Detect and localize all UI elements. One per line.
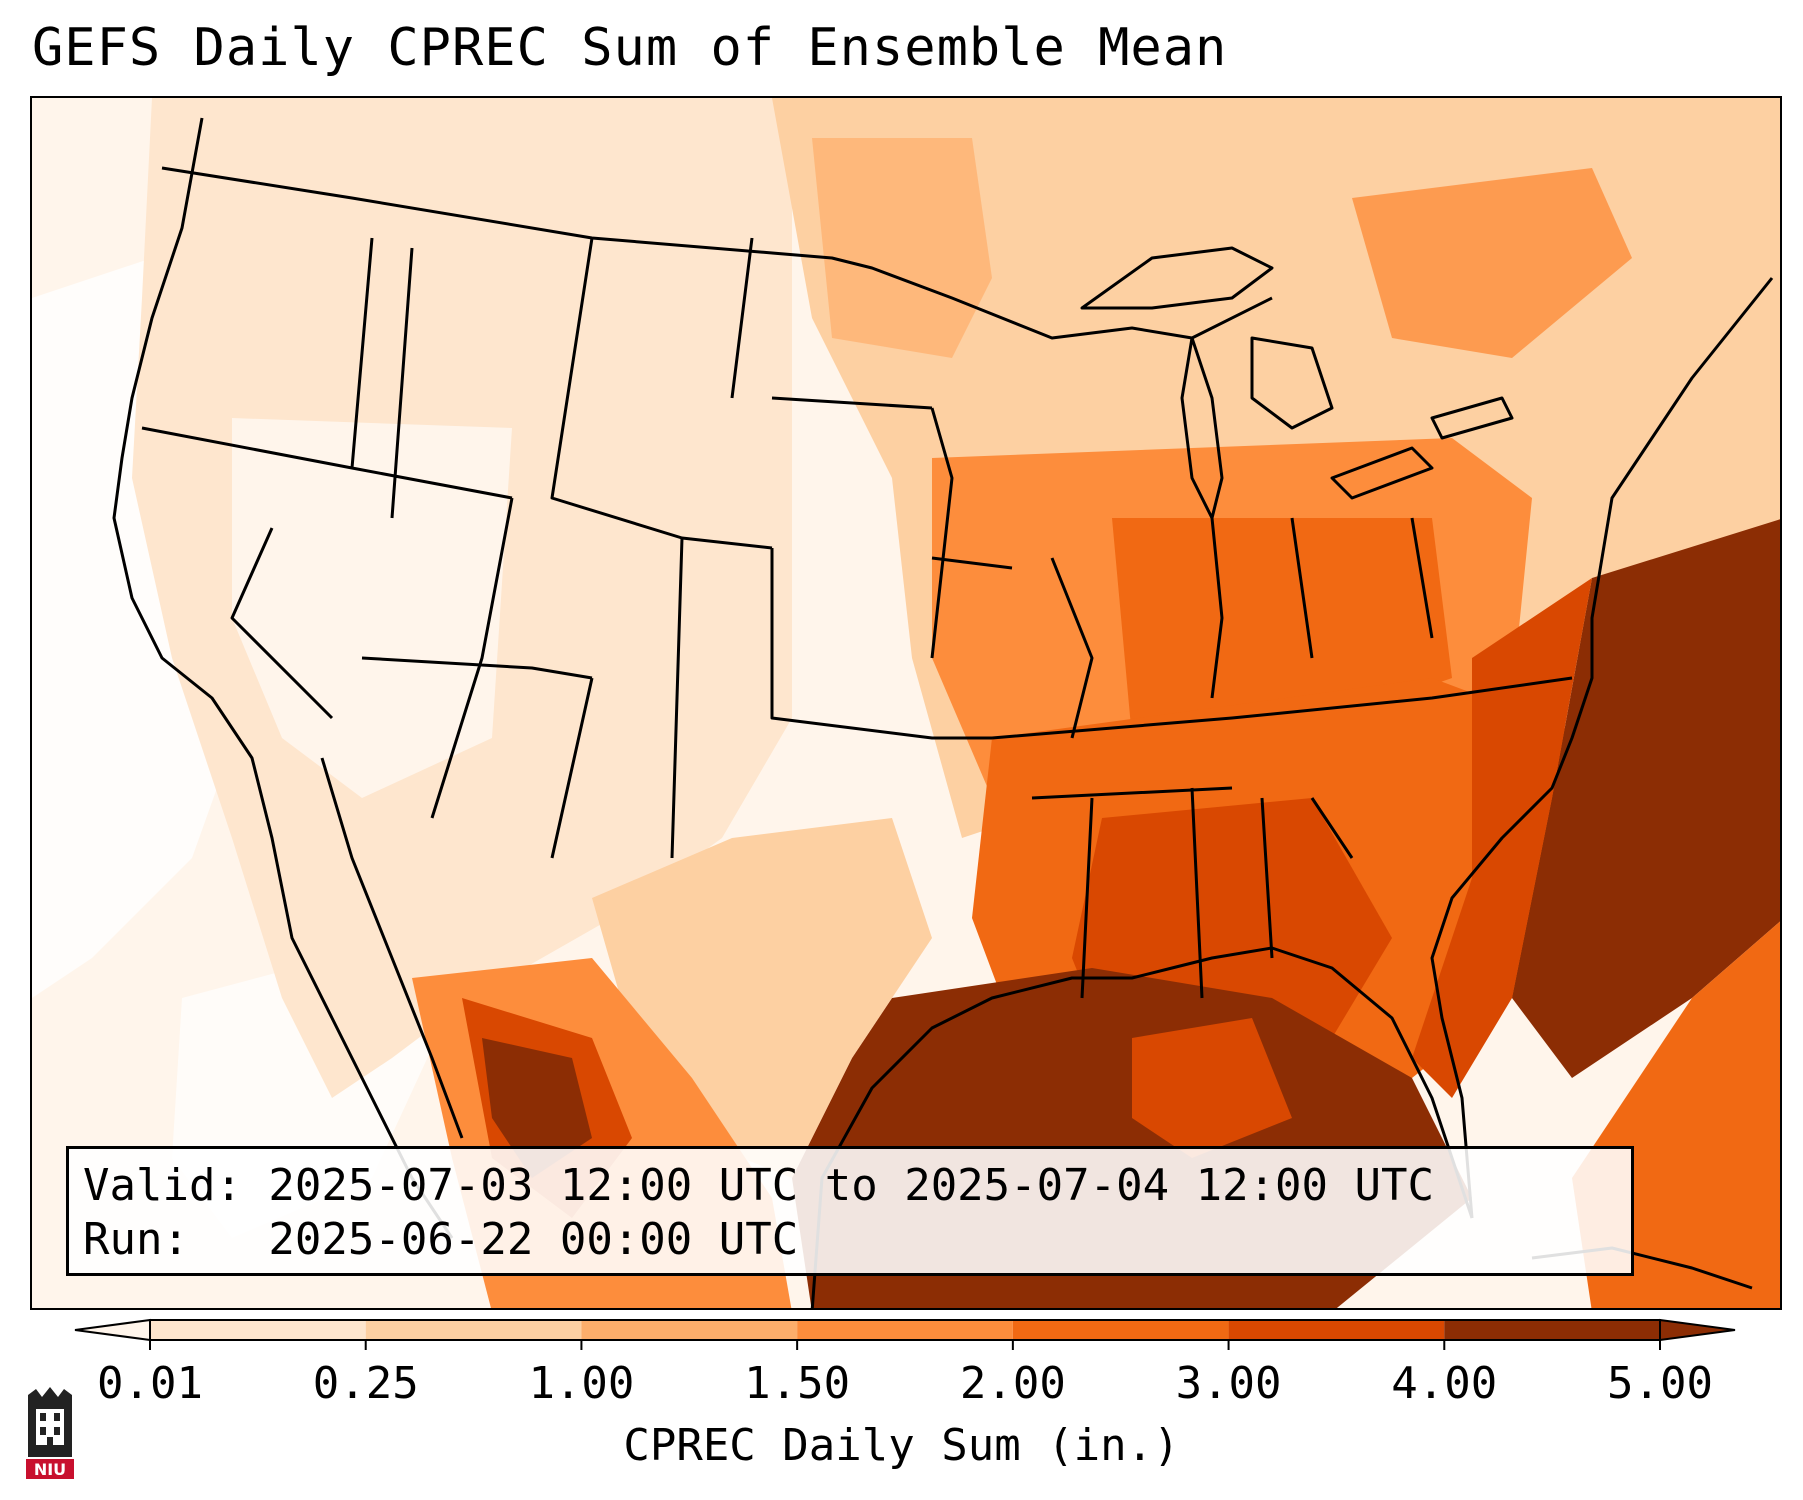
baja-coastline	[320, 757, 464, 1139]
atlantic-dark-band	[1512, 519, 1780, 1078]
pacific-white-patch	[32, 258, 242, 998]
gulf-orange-patch	[1132, 1018, 1292, 1158]
us-canada-border	[161, 166, 1273, 340]
run-time-line: Run: 2025-06-22 00:00 UTC	[83, 1214, 799, 1265]
state-lines-west	[141, 237, 684, 859]
colorbar-tick-label: 3.00	[1175, 1358, 1282, 1409]
colorbar-tick-label: 1.50	[744, 1358, 851, 1409]
validity-info-box: Valid: 2025-07-03 12:00 UTC to 2025-07-0…	[66, 1146, 1634, 1276]
colorbar-segment	[1012, 1320, 1229, 1340]
lake-ontario	[1430, 396, 1514, 440]
state-lines-central	[550, 237, 1013, 740]
colorbar-segment	[1228, 1320, 1445, 1340]
colorbar-segment	[150, 1320, 366, 1340]
colorbar-tick-label: 0.25	[312, 1358, 419, 1409]
colorbar-tick-label: 2.00	[959, 1358, 1066, 1409]
precipitation-map	[30, 96, 1782, 1310]
niu-logo: NIU	[26, 1387, 74, 1479]
colorbar-outline	[149, 1319, 1661, 1341]
colorbar-tick-label: 5.00	[1607, 1358, 1713, 1409]
lake-superior	[1080, 246, 1274, 310]
colorbar-label: CPREC Daily Sum (in.)	[623, 1420, 1180, 1471]
state-lines-east	[991, 517, 1573, 999]
valid-time-line: Valid: 2025-07-03 12:00 UTC to 2025-07-0…	[83, 1160, 1435, 1211]
colorbar-tick-label: 1.00	[528, 1358, 635, 1409]
mexico-darkest	[482, 1038, 592, 1178]
colorbar-tick-label: 0.01	[97, 1358, 203, 1409]
colorbar-tick-label: 4.00	[1391, 1358, 1498, 1409]
colorbar-extend-high	[1659, 1318, 1736, 1342]
dakotas-shade	[812, 138, 992, 358]
colorbar-segment	[1444, 1320, 1660, 1340]
colorbar-segment	[797, 1320, 1013, 1340]
colorbar-extend-low	[74, 1318, 151, 1342]
chart-title: GEFS Daily CPREC Sum of Ensemble Mean	[32, 18, 1228, 78]
colorbar	[74, 1318, 1736, 1350]
colorbar-segment	[581, 1320, 798, 1340]
lake-huron	[1250, 336, 1334, 430]
great-basin-shade	[232, 418, 512, 798]
colorbar-segment	[365, 1320, 582, 1340]
pacific-coastline	[112, 117, 454, 1239]
lake-erie	[1330, 446, 1434, 500]
niu-logo-text: NIU	[34, 1460, 66, 1479]
gulf-coastline	[810, 946, 1474, 1308]
atlantic-coastline	[1430, 277, 1774, 1219]
ontario-shade	[1352, 168, 1632, 358]
